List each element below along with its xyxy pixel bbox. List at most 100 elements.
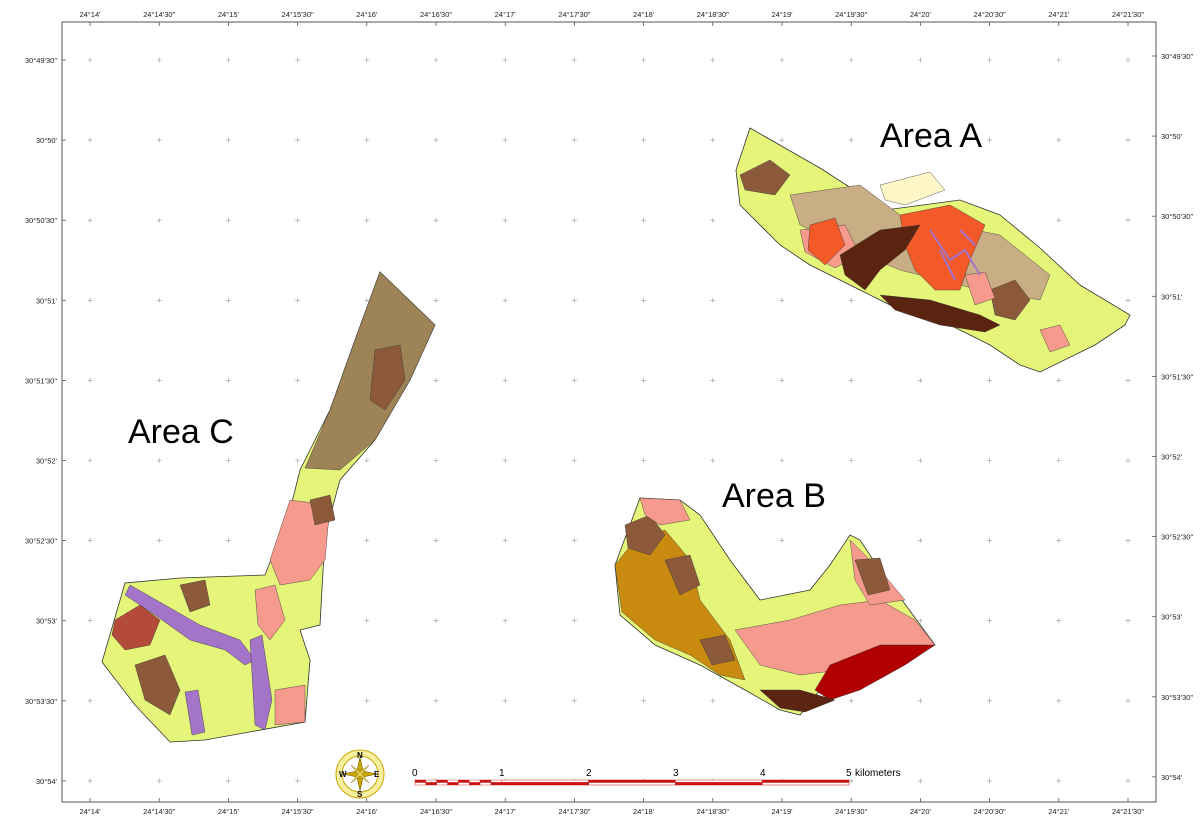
graticule-cross	[502, 57, 508, 63]
graticule-cross	[1056, 618, 1062, 624]
area-c-brown-unit-3	[179, 579, 211, 613]
graticule-cross	[779, 377, 785, 383]
graticule-cross	[917, 698, 923, 704]
top-tick-label: 24°14'30"	[143, 10, 175, 19]
right-tick-label: 30°50'	[1161, 132, 1183, 141]
bottom-tick-label: 24°14'30"	[143, 807, 175, 816]
graticule-cross	[364, 538, 370, 544]
graticule-cross	[710, 377, 716, 383]
graticule-cross	[502, 618, 508, 624]
area-a-label: Area A	[880, 117, 982, 155]
graticule-cross	[156, 377, 162, 383]
graticule-cross	[1125, 57, 1131, 63]
graticule-cross	[433, 57, 439, 63]
graticule-cross	[87, 377, 93, 383]
top-tick-label: 24°16'30"	[420, 10, 452, 19]
graticule-cross	[433, 297, 439, 303]
scale-segment	[425, 779, 437, 783]
top-tick-label: 24°21'30"	[1112, 10, 1144, 19]
graticule-cross	[1056, 698, 1062, 704]
graticule-cross	[502, 538, 508, 544]
right-tick-label: 30°53'	[1161, 613, 1183, 622]
graticule-cross	[1056, 458, 1062, 463]
graticule-cross	[571, 57, 577, 63]
graticule-cross	[1125, 297, 1131, 303]
graticule-cross	[848, 137, 854, 143]
area-b-brown-unit-2	[664, 554, 701, 596]
area-c-pink-unit-2	[274, 684, 306, 726]
graticule-cross	[1056, 217, 1062, 223]
bottom-tick-label: 24°20'	[910, 807, 932, 816]
graticule-cross	[987, 698, 993, 704]
top-tick-label: 24°17'30"	[558, 10, 590, 19]
area-c-brown-unit-2	[134, 654, 181, 716]
area-a-pink-unit-3	[879, 171, 946, 206]
scale-label-2: 2	[586, 768, 592, 779]
graticule-cross	[364, 458, 370, 463]
graticule-cross	[433, 217, 439, 223]
graticule-cross	[156, 297, 162, 303]
right-tick-label: 30°52'	[1161, 453, 1183, 462]
graticule-cross	[917, 377, 923, 383]
graticule-cross	[641, 297, 647, 303]
area-a-pink-unit-4	[1039, 324, 1071, 353]
graticule-cross	[225, 217, 231, 223]
graticule-cross	[917, 618, 923, 624]
scale-segment	[479, 779, 492, 783]
graticule-cross	[779, 57, 785, 63]
graticule-cross	[295, 377, 301, 383]
scale-segment	[458, 779, 470, 783]
graticule-cross	[917, 458, 923, 463]
scale-segment	[469, 782, 481, 786]
scale-segment	[447, 779, 459, 783]
right-tick-label: 30°50'30"	[1161, 212, 1193, 221]
area-a-purple-veins	[929, 229, 981, 281]
bottom-tick-label: 24°15'30"	[282, 807, 314, 816]
graticule-cross	[641, 217, 647, 223]
graticule-cross	[156, 137, 162, 143]
graticule-cross	[87, 458, 93, 463]
top-tick-label: 24°20'	[910, 10, 932, 19]
right-tick-label: 30°51'30"	[1161, 372, 1193, 381]
area-b-pink-unit-3	[639, 497, 691, 526]
area-c-label: Area C	[128, 413, 234, 451]
left-tick-label: 30°50'30"	[25, 216, 57, 225]
graticule-cross	[1056, 57, 1062, 63]
graticule-cross	[225, 137, 231, 143]
graticule-cross	[87, 778, 93, 784]
scale-label-5: 5	[846, 768, 852, 779]
scale-bar: 0 1 2 3 4 5 kilometers	[412, 768, 901, 786]
bottom-tick-label: 24°16'	[356, 807, 378, 816]
graticule-cross	[571, 618, 577, 624]
top-tick-label: 24°14'	[79, 10, 101, 19]
compass-w: W	[339, 770, 347, 779]
graticule-cross	[987, 778, 993, 784]
area-c-brown-unit	[369, 344, 406, 411]
area-a-orangered-unit-2	[807, 217, 846, 266]
compass-star-diagonal-icon	[350, 764, 370, 784]
graticule-cross	[156, 538, 162, 544]
graticule-cross	[571, 458, 577, 463]
graticule-cross	[502, 377, 508, 383]
area-a-darkbrown-band	[839, 224, 921, 291]
graticule-cross	[571, 698, 577, 704]
graticule-cross	[710, 698, 716, 704]
scale-segment	[490, 779, 503, 783]
graticule-cross	[987, 57, 993, 63]
graticule-cross	[87, 137, 93, 143]
graticule-cross	[917, 778, 923, 784]
scale-segment	[469, 779, 481, 783]
graticule-cross	[917, 57, 923, 63]
top-tick-label: 24°21'	[1048, 10, 1070, 19]
graticule-cross	[571, 137, 577, 143]
graticule-cross	[1056, 538, 1062, 544]
graticule-cross	[87, 538, 93, 544]
graticule-cross	[225, 297, 231, 303]
bottom-tick-label: 24°18'30"	[697, 807, 729, 816]
graticule-cross	[364, 137, 370, 143]
area-c-brown-unit-4	[309, 494, 336, 526]
area-a-darkbrown-band-2	[879, 294, 1001, 333]
graticule-cross	[295, 137, 301, 143]
graticule-cross	[502, 458, 508, 463]
area-c-purple-band-2	[249, 634, 273, 731]
